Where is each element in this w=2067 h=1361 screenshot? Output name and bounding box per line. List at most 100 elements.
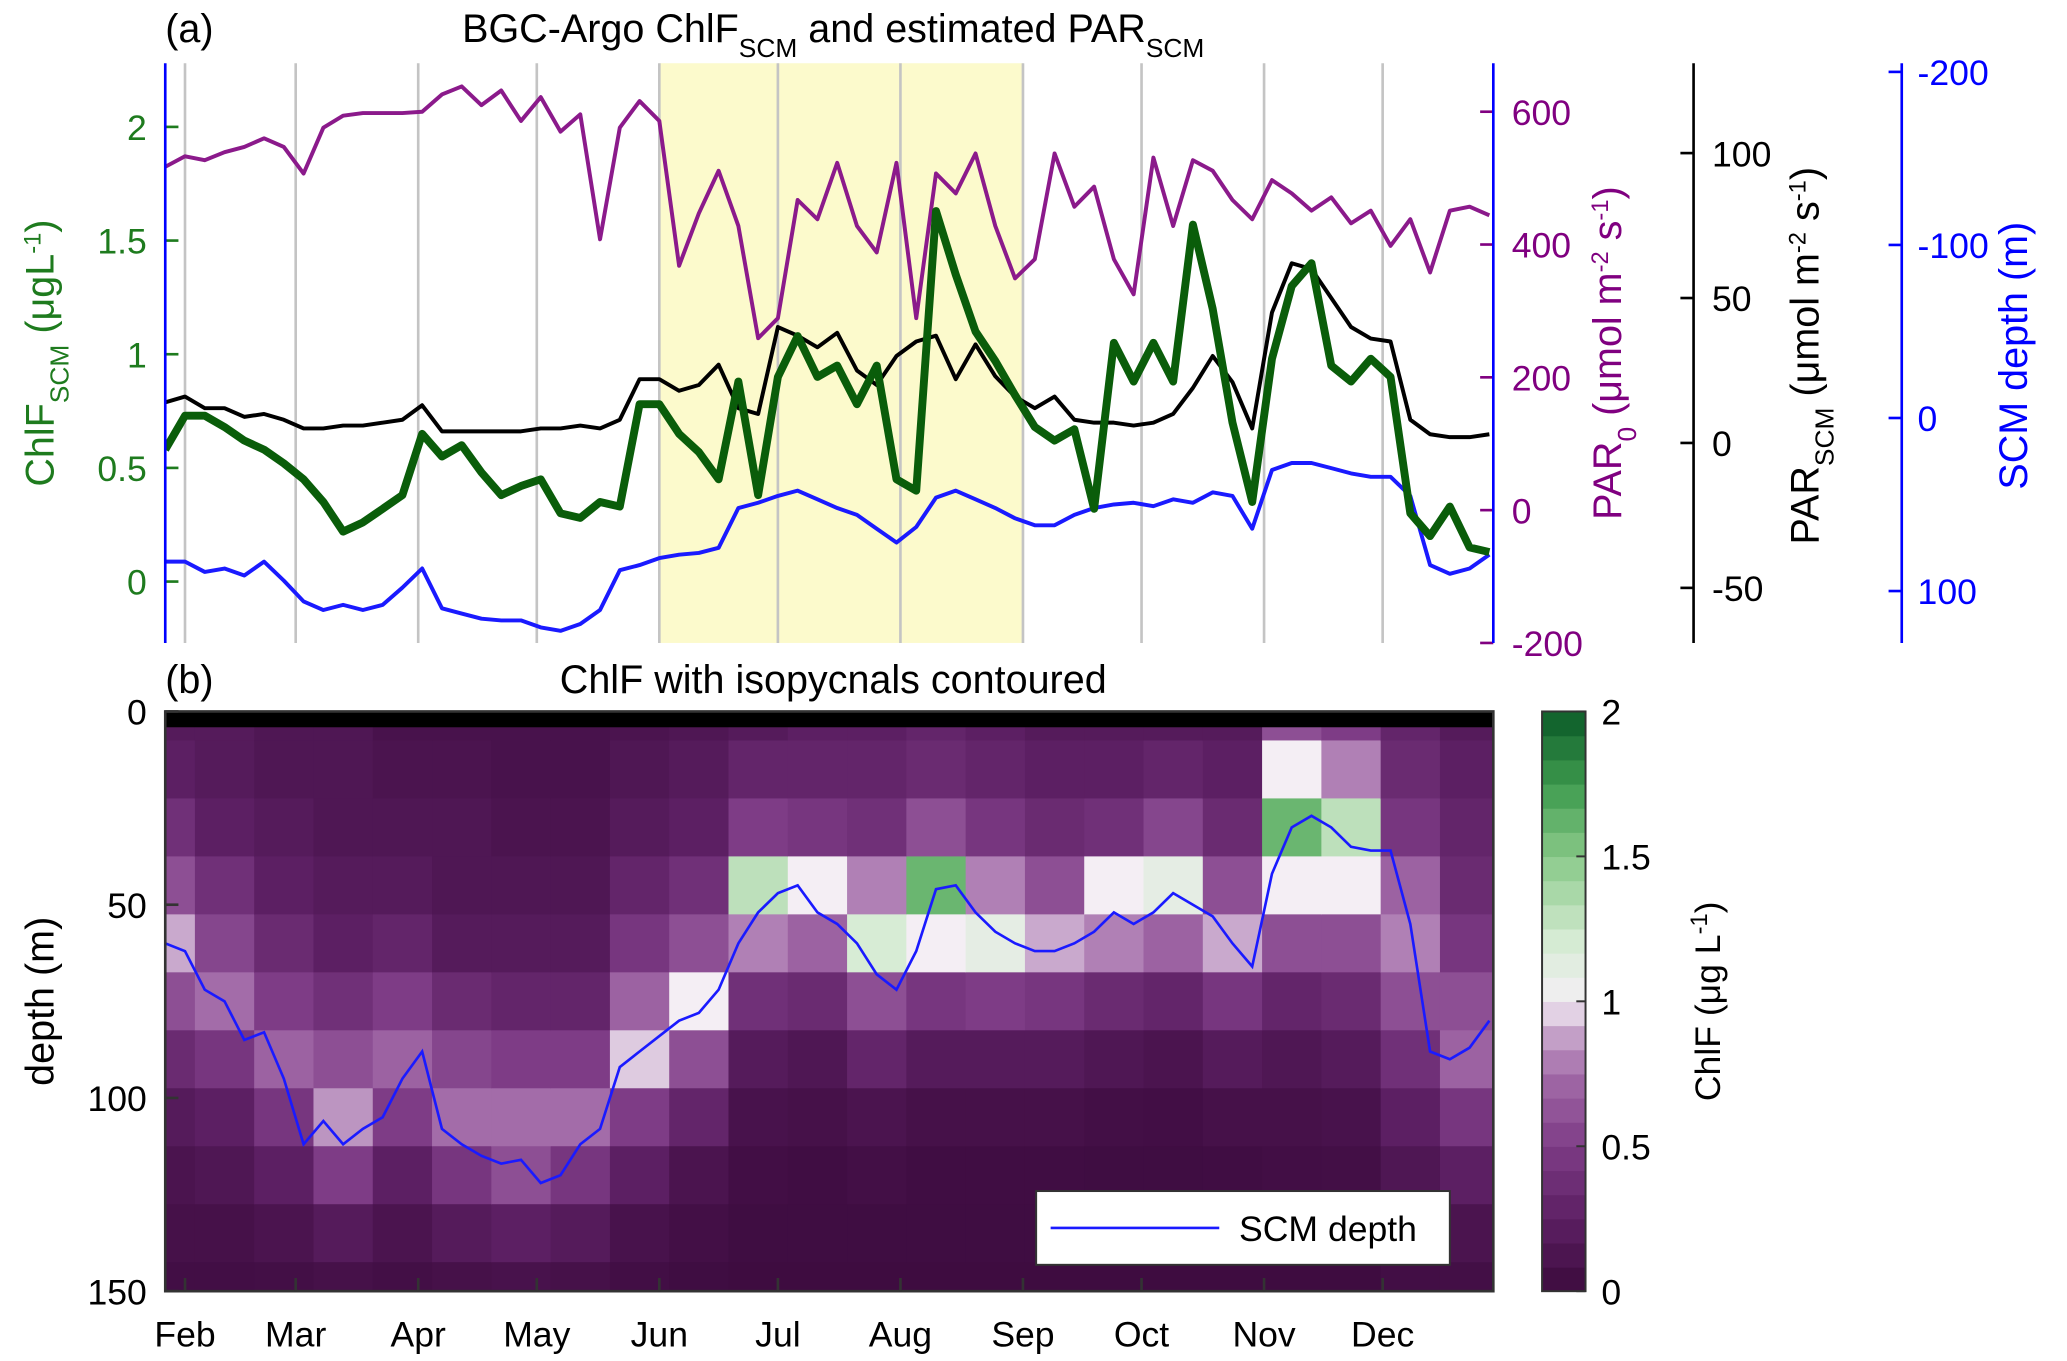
heatmap-cell — [550, 740, 611, 800]
title-sub: SCM — [739, 33, 798, 63]
heatmap-cell — [728, 1204, 789, 1263]
label-sub: 0 — [1612, 427, 1642, 442]
x-tick-label: Jun — [631, 1315, 688, 1355]
y-tick-label: 1.5 — [97, 222, 146, 262]
heatmap-cell — [1202, 1088, 1263, 1148]
heatmap-cell — [906, 740, 967, 800]
heatmap-cell — [906, 972, 967, 1032]
heatmap-cell — [550, 914, 611, 974]
heatmap-cell — [609, 972, 670, 1032]
y-tick-label: 0 — [127, 563, 147, 603]
x-tick-label: Apr — [391, 1315, 446, 1355]
heatmap-cell — [432, 914, 493, 974]
heatmap-cell — [728, 1146, 789, 1206]
heatmap-cell — [254, 1204, 315, 1263]
y-tick-label: 2 — [127, 108, 147, 148]
heatmap-cell — [847, 1146, 908, 1206]
heatmap-cell — [787, 1030, 848, 1090]
heatmap-cell — [432, 856, 493, 916]
colorbar-step — [1542, 1146, 1586, 1172]
colorbar-tick-label: 2 — [1601, 693, 1621, 733]
heatmap-cell — [1262, 914, 1323, 974]
heatmap-cell — [491, 972, 552, 1032]
heatmap-cell — [1439, 914, 1494, 974]
colorbar-step — [1542, 783, 1586, 809]
y2-tick-label: 400 — [1512, 226, 1571, 266]
heatmap-cell — [847, 740, 908, 800]
title-part: and estimated PAR — [797, 7, 1146, 51]
colorbar-step — [1542, 808, 1586, 833]
heatmap-cell — [372, 1262, 433, 1292]
y-tick-label: 0 — [127, 693, 147, 733]
colorbar-step — [1542, 1097, 1586, 1123]
heatmap-cell — [847, 1204, 908, 1263]
label-part: (μmol m — [1784, 253, 1828, 407]
label-part: PAR — [1784, 466, 1828, 544]
heatmap-cell — [1084, 740, 1145, 800]
heatmap-cell — [1321, 856, 1382, 916]
label-sup: -1 — [1786, 180, 1812, 201]
label-sup: -2 — [1786, 232, 1812, 253]
heatmap-cell — [194, 914, 255, 974]
heatmap-cell — [609, 914, 670, 974]
heatmap-cell — [1321, 1088, 1382, 1148]
heatmap-cell — [669, 1088, 730, 1148]
heatmap-cell — [313, 914, 374, 974]
series-line — [165, 84, 1491, 341]
heatmap-cell — [1380, 1088, 1441, 1148]
y2-axis-label: PAR0 (μmol m-2 s-1) — [1586, 186, 1642, 520]
heatmap-cell — [965, 798, 1026, 858]
heatmap-cell — [550, 856, 611, 916]
title-sub: SCM — [1146, 33, 1205, 63]
heatmap-cell — [1084, 856, 1145, 916]
heatmap-cell — [1380, 1262, 1441, 1292]
y-axis-label: ChlFSCM (μgL-1) — [18, 220, 74, 487]
heatmap-cell — [313, 972, 374, 1032]
y2-tick-label: -200 — [1512, 624, 1583, 664]
heatmap-cell — [728, 740, 789, 800]
label-part: ) — [18, 220, 62, 233]
heatmap-cell — [609, 1030, 670, 1090]
heatmap-cell — [550, 1204, 611, 1263]
x-tick-label: Oct — [1114, 1315, 1169, 1355]
heatmap-cell — [1380, 798, 1441, 858]
heatmap-cell — [1202, 740, 1263, 800]
x-tick-label: Nov — [1232, 1315, 1295, 1355]
heatmap-cell — [165, 1262, 196, 1292]
heatmap-cell — [609, 1146, 670, 1206]
heatmap-cell — [906, 1204, 967, 1263]
label-part: (μmol m — [1586, 272, 1630, 426]
colorbar-tick-label: 1.5 — [1601, 838, 1650, 878]
heatmap-cell — [432, 1262, 493, 1292]
heatmap-cell — [1143, 972, 1204, 1032]
heatmap-cell — [491, 1146, 552, 1206]
heatmap-cell — [1380, 856, 1441, 916]
heatmap-cell — [1262, 1262, 1323, 1292]
heatmap-cell — [1143, 798, 1204, 858]
heatmap-cell — [313, 856, 374, 916]
heatmap-cell — [1439, 972, 1494, 1032]
heatmap-cell — [491, 1262, 552, 1292]
label-part: ChlF (μg L — [1688, 934, 1728, 1101]
heatmap-cell — [965, 1088, 1026, 1148]
heatmap-cell — [965, 740, 1026, 800]
label-sup: -1 — [20, 233, 46, 254]
heatmap-cell — [432, 972, 493, 1032]
heatmap-cell — [254, 1088, 315, 1148]
heatmap-cell — [313, 798, 374, 858]
heatmap-cell — [432, 1030, 493, 1090]
y4-tick-label: 0 — [1918, 399, 1938, 439]
heatmap-cell — [669, 740, 730, 800]
heatmap-cell — [669, 914, 730, 974]
heatmap-cell — [1262, 972, 1323, 1032]
heatmap-cell — [609, 856, 670, 916]
heatmap-cell — [491, 856, 552, 916]
heatmap-cell — [1262, 1088, 1323, 1148]
y-tick-label: 0.5 — [97, 449, 146, 489]
colorbar-tick-label: 0.5 — [1601, 1127, 1650, 1167]
colorbar-step — [1542, 832, 1586, 858]
title-part: BGC-Argo ChlF — [462, 7, 739, 51]
heatmap-cell — [254, 1146, 315, 1206]
heatmap-cell — [847, 1088, 908, 1148]
y-axis-label: depth (m) — [18, 917, 62, 1086]
